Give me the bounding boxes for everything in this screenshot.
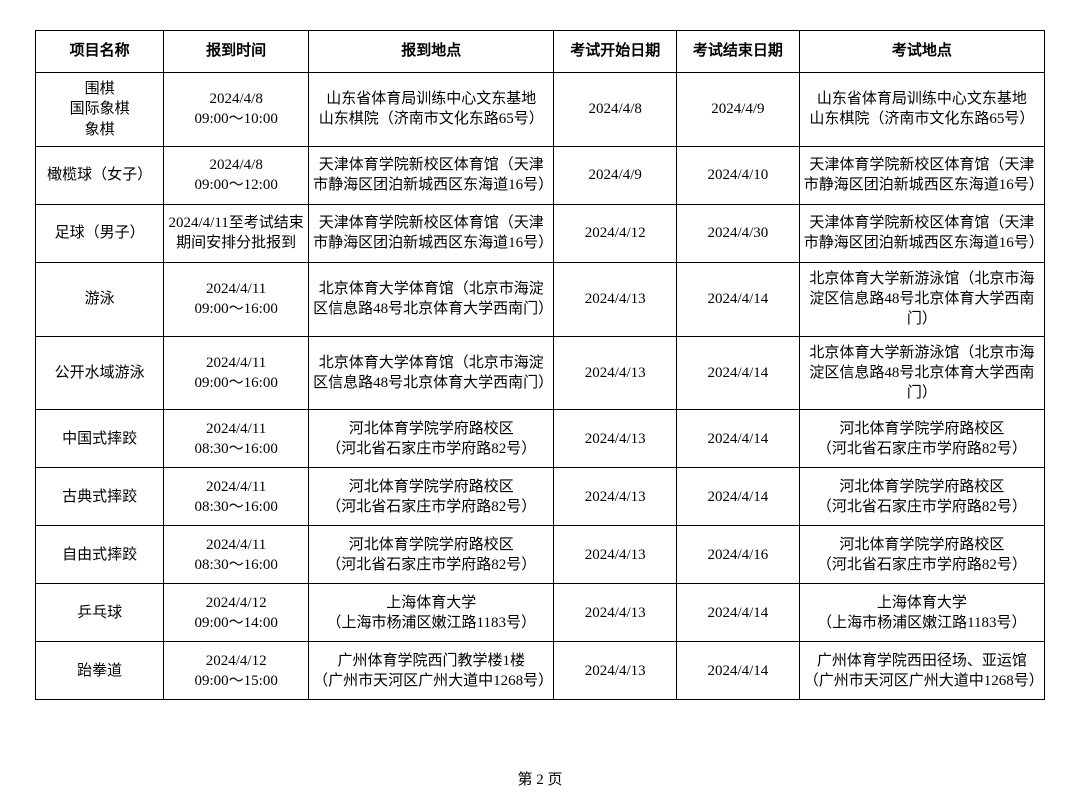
table-cell: 天津体育学院新校区体育馆（天津市静海区团泊新城西区东海道16号） [799,146,1044,204]
table-row: 足球（男子）2024/4/11至考试结束期间安排分批报到天津体育学院新校区体育馆… [36,204,1045,262]
table-row: 自由式摔跤2024/4/1108:30～16:00河北体育学院学府路校区（河北省… [36,526,1045,584]
table-cell: 北京体育大学新游泳馆（北京市海淀区信息路48号北京体育大学西南门） [799,336,1044,410]
table-cell: 2024/4/1109:00～16:00 [164,262,309,336]
table-cell: 2024/4/12 [554,204,677,262]
schedule-table: 项目名称 报到时间 报到地点 考试开始日期 考试结束日期 考试地点 围棋国际象棋… [35,30,1045,700]
table-cell: 北京体育大学体育馆（北京市海淀区信息路48号北京体育大学西南门） [309,336,554,410]
table-cell: 围棋国际象棋象棋 [36,73,164,147]
table-row: 围棋国际象棋象棋2024/4/809:00～10:00山东省体育局训练中心文东基… [36,73,1045,147]
table-cell: 足球（男子） [36,204,164,262]
table-cell: 2024/4/30 [677,204,800,262]
table-cell: 2024/4/10 [677,146,800,204]
table-cell: 北京体育大学新游泳馆（北京市海淀区信息路48号北京体育大学西南门） [799,262,1044,336]
table-cell: 广州体育学院西门教学楼1楼（广州市天河区广州大道中1268号） [309,642,554,700]
table-cell: 2024/4/1209:00～15:00 [164,642,309,700]
table-row: 橄榄球（女子）2024/4/809:00～12:00天津体育学院新校区体育馆（天… [36,146,1045,204]
table-cell: 2024/4/1108:30～16:00 [164,526,309,584]
table-cell: 2024/4/9 [677,73,800,147]
table-cell: 河北体育学院学府路校区（河北省石家庄市学府路82号） [309,526,554,584]
col-project: 项目名称 [36,31,164,73]
table-cell: 2024/4/11至考试结束期间安排分批报到 [164,204,309,262]
table-cell: 河北体育学院学府路校区（河北省石家庄市学府路82号） [799,526,1044,584]
table-cell: 公开水域游泳 [36,336,164,410]
table-cell: 山东省体育局训练中心文东基地山东棋院（济南市文化东路65号） [309,73,554,147]
table-cell: 天津体育学院新校区体育馆（天津市静海区团泊新城西区东海道16号） [799,204,1044,262]
table-cell: 2024/4/9 [554,146,677,204]
table-cell: 2024/4/809:00～10:00 [164,73,309,147]
table-cell: 2024/4/14 [677,584,800,642]
table-cell: 自由式摔跤 [36,526,164,584]
col-checkin-time: 报到时间 [164,31,309,73]
table-row: 游泳2024/4/1109:00～16:00北京体育大学体育馆（北京市海淀区信息… [36,262,1045,336]
col-exam-end: 考试结束日期 [677,31,800,73]
table-cell: 2024/4/13 [554,410,677,468]
table-cell: 河北体育学院学府路校区（河北省石家庄市学府路82号） [799,468,1044,526]
table-cell: 跆拳道 [36,642,164,700]
table-cell: 2024/4/13 [554,526,677,584]
table-header-row: 项目名称 报到时间 报到地点 考试开始日期 考试结束日期 考试地点 [36,31,1045,73]
table-cell: 2024/4/13 [554,262,677,336]
col-exam-start: 考试开始日期 [554,31,677,73]
table-cell: 2024/4/13 [554,468,677,526]
table-cell: 游泳 [36,262,164,336]
table-cell: 河北体育学院学府路校区（河北省石家庄市学府路82号） [309,468,554,526]
table-cell: 2024/4/1108:30～16:00 [164,410,309,468]
table-cell: 2024/4/13 [554,336,677,410]
table-row: 乒乓球2024/4/1209:00～14:00上海体育大学（上海市杨浦区嫩江路1… [36,584,1045,642]
table-cell: 山东省体育局训练中心文东基地山东棋院（济南市文化东路65号） [799,73,1044,147]
page-number: 第 2 页 [0,768,1080,789]
table-cell: 河北体育学院学府路校区（河北省石家庄市学府路82号） [799,410,1044,468]
col-exam-place: 考试地点 [799,31,1044,73]
table-cell: 乒乓球 [36,584,164,642]
col-checkin-place: 报到地点 [309,31,554,73]
table-cell: 2024/4/13 [554,642,677,700]
table-row: 古典式摔跤2024/4/1108:30～16:00河北体育学院学府路校区（河北省… [36,468,1045,526]
table-cell: 河北体育学院学府路校区（河北省石家庄市学府路82号） [309,410,554,468]
table-cell: 2024/4/14 [677,336,800,410]
table-cell: 2024/4/809:00～12:00 [164,146,309,204]
table-cell: 2024/4/14 [677,468,800,526]
table-cell: 橄榄球（女子） [36,146,164,204]
table-cell: 2024/4/14 [677,262,800,336]
table-cell: 上海体育大学（上海市杨浦区嫩江路1183号） [799,584,1044,642]
table-cell: 天津体育学院新校区体育馆（天津市静海区团泊新城西区东海道16号） [309,146,554,204]
table-cell: 2024/4/1108:30～16:00 [164,468,309,526]
table-cell: 2024/4/16 [677,526,800,584]
table-cell: 上海体育大学（上海市杨浦区嫩江路1183号） [309,584,554,642]
table-cell: 广州体育学院西田径场、亚运馆（广州市天河区广州大道中1268号） [799,642,1044,700]
table-cell: 2024/4/8 [554,73,677,147]
table-cell: 2024/4/14 [677,410,800,468]
table-cell: 北京体育大学体育馆（北京市海淀区信息路48号北京体育大学西南门） [309,262,554,336]
table-cell: 中国式摔跤 [36,410,164,468]
table-row: 跆拳道2024/4/1209:00～15:00广州体育学院西门教学楼1楼（广州市… [36,642,1045,700]
table-row: 公开水域游泳2024/4/1109:00～16:00北京体育大学体育馆（北京市海… [36,336,1045,410]
table-cell: 2024/4/14 [677,642,800,700]
table-cell: 2024/4/1109:00～16:00 [164,336,309,410]
table-row: 中国式摔跤2024/4/1108:30～16:00河北体育学院学府路校区（河北省… [36,410,1045,468]
table-cell: 古典式摔跤 [36,468,164,526]
table-cell: 2024/4/1209:00～14:00 [164,584,309,642]
table-cell: 2024/4/13 [554,584,677,642]
table-cell: 天津体育学院新校区体育馆（天津市静海区团泊新城西区东海道16号） [309,204,554,262]
